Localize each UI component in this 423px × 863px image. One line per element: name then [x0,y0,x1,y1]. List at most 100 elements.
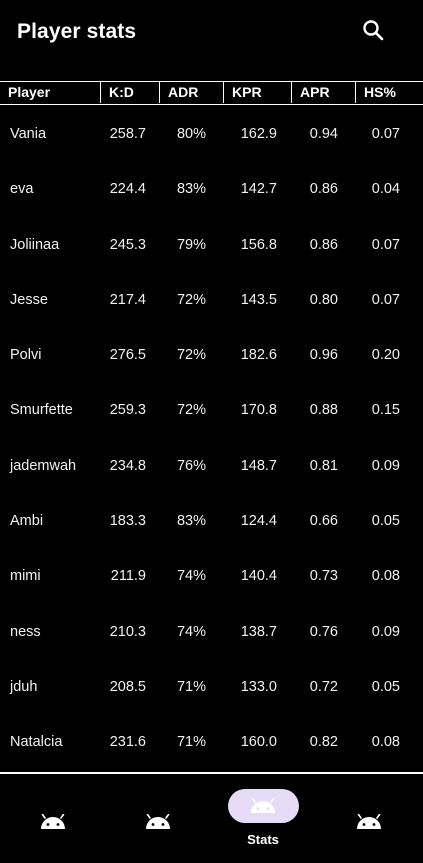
cell-kpr: 170.8 [240,402,277,419]
table-row[interactable]: Ambi 183.3 83% 124.4 0.66 0.05 [0,494,423,549]
nav-item-4[interactable] [316,774,423,863]
cell-player: Natalcia [10,734,63,751]
cell-kpr: 124.4 [240,513,277,530]
cell-hs: 0.05 [371,513,400,530]
table-row[interactable]: jademwah 234.8 76% 148.7 0.81 0.09 [0,439,423,494]
table-row[interactable]: Polvi 276.5 72% 182.6 0.96 0.20 [0,328,423,383]
cell-kd: 259.3 [109,402,146,419]
bottom-nav-divider [0,772,423,774]
android-icon [251,798,275,813]
cell-kpr: 143.5 [240,291,277,308]
cell-player: Jesse [10,291,48,308]
android-icon [41,814,65,829]
cell-hs: 0.09 [371,457,400,474]
cell-apr: 0.80 [309,291,338,308]
android-icon [357,814,381,829]
app-bar: Player stats [0,0,423,70]
nav-item-2[interactable] [105,774,210,863]
cell-apr: 0.76 [309,623,338,640]
cell-adr: 72% [176,291,206,308]
cell-player: Vania [10,126,47,142]
cell-kpr: 138.7 [240,623,277,640]
nav-item-1[interactable] [0,774,105,863]
cell-apr: 0.88 [309,402,338,419]
column-header-hs[interactable]: HS% [355,82,423,103]
cell-player: Joliinaa [10,236,60,253]
table-row[interactable]: Vania 258.7 80% 162.9 0.94 0.07 [0,107,423,162]
cell-player: Smurfette [10,402,73,419]
cell-kpr: 140.4 [240,568,277,585]
cell-kpr: 156.8 [240,236,277,253]
cell-player: Polvi [10,347,42,364]
column-header-player[interactable]: Player [8,84,51,100]
cell-apr: 0.96 [309,347,338,364]
cell-adr: 71% [176,734,206,751]
cell-kd: 231.6 [109,734,146,751]
android-icon [146,814,170,829]
table-row[interactable]: Smurfette 259.3 72% 170.8 0.88 0.15 [0,383,423,438]
cell-apr: 0.72 [309,678,338,695]
cell-apr: 0.73 [309,568,338,585]
cell-kpr: 160.0 [240,734,277,751]
cell-player: jduh [10,678,38,695]
nav-item-stats[interactable]: Stats [210,774,316,863]
cell-hs: 0.15 [371,402,400,419]
cell-kd: 245.3 [109,236,146,253]
table-row[interactable]: Natalcia 231.6 71% 160.0 0.82 0.08 [0,715,423,770]
cell-kd: 183.3 [109,513,146,530]
cell-kd: 217.4 [109,291,146,308]
cell-adr: 83% [176,181,206,198]
cell-kpr: 142.7 [240,181,277,198]
cell-hs: 0.20 [371,347,400,364]
cell-kd: 258.7 [109,126,146,142]
table-row[interactable]: jduh 208.5 71% 133.0 0.72 0.05 [0,660,423,715]
cell-apr: 0.86 [309,236,338,253]
cell-kpr: 182.6 [240,347,277,364]
cell-hs: 0.04 [371,181,400,198]
cell-hs: 0.08 [371,734,400,751]
cell-kd: 208.5 [109,678,146,695]
cell-player: eva [10,181,34,198]
table-header: Player K:D ADR KPR APR HS% [0,81,423,105]
page-title: Player stats [17,20,137,43]
bottom-navigation: Stats [0,774,423,863]
table-row[interactable]: mimi 211.9 74% 140.4 0.73 0.08 [0,549,423,604]
cell-apr: 0.66 [309,513,338,530]
cell-adr: 74% [176,568,206,585]
cell-adr: 80% [176,126,206,142]
search-button[interactable] [358,16,388,46]
cell-adr: 74% [176,623,206,640]
cell-apr: 0.86 [309,181,338,198]
cell-adr: 76% [176,457,206,474]
cell-kd: 211.9 [110,568,146,585]
stats-table: Vania 258.7 80% 162.9 0.94 0.07 eva 224.4 83% 142… [0,107,423,771]
table-row[interactable]: Jesse 217.4 72% 143.5 0.80 0.07 [0,273,423,328]
column-header-apr[interactable]: APR [291,82,355,103]
cell-player: ness [10,623,41,640]
cell-hs: 0.09 [371,623,400,640]
column-header-kd[interactable]: K:D [100,82,159,103]
cell-kpr: 133.0 [240,678,277,695]
cell-hs: 0.07 [371,291,400,308]
search-icon [363,20,384,41]
cell-adr: 79% [176,236,206,253]
column-header-adr[interactable]: ADR [159,82,223,103]
cell-apr: 0.81 [309,457,338,474]
cell-adr: 72% [176,402,206,419]
cell-player: Ambi [10,513,44,530]
cell-adr: 83% [176,513,206,530]
column-header-kpr[interactable]: KPR [223,82,291,103]
nav-label-stats: Stats [247,832,279,847]
cell-adr: 72% [176,347,206,364]
cell-apr: 0.94 [309,126,338,142]
table-row[interactable]: ness 210.3 74% 138.7 0.76 0.09 [0,605,423,660]
cell-hs: 0.07 [371,236,400,253]
cell-kpr: 148.7 [240,457,277,474]
cell-kd: 234.8 [109,457,146,474]
cell-kd: 210.3 [109,623,146,640]
cell-player: jademwah [10,457,77,474]
table-row[interactable]: eva 224.4 83% 142.7 0.86 0.04 [0,162,423,217]
cell-hs: 0.05 [371,678,400,695]
table-row[interactable]: Joliinaa 245.3 79% 156.8 0.86 0.07 [0,218,423,273]
cell-hs: 0.07 [371,126,400,142]
